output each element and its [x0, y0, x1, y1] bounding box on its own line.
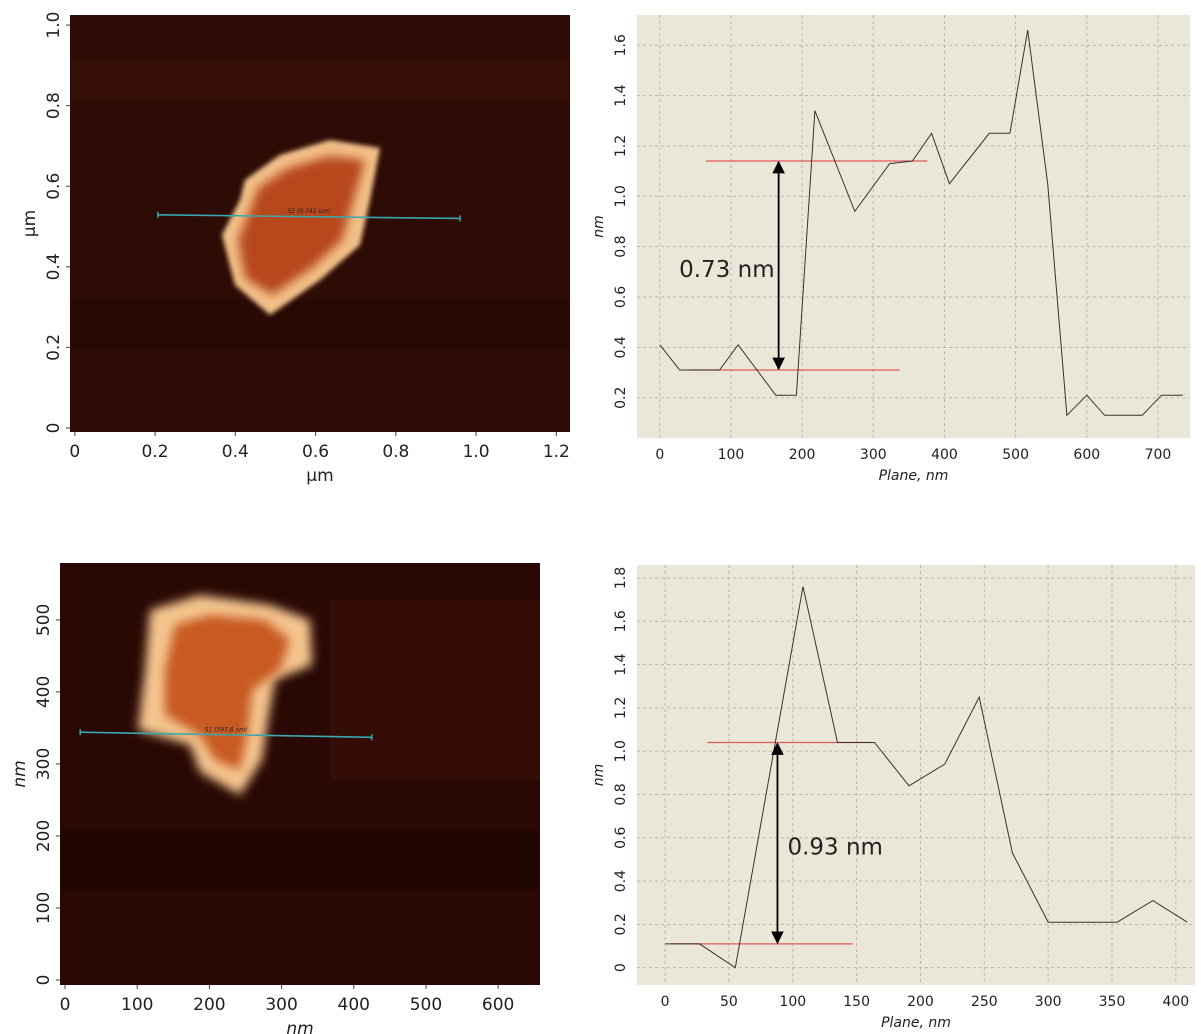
y-axis-label: nm: [591, 215, 607, 238]
x-tick-label: 600: [1073, 447, 1100, 463]
x-tick-label: 100: [718, 447, 745, 463]
x-tick-label: 200: [789, 447, 816, 463]
y-tick-label: 1.0: [613, 740, 629, 762]
x-tick-label: 400: [931, 447, 958, 463]
profile-label: S1 (0.741 um): [287, 208, 330, 215]
x-tick-label: 0: [69, 442, 80, 462]
x-axis-label: Plane, nm: [879, 468, 949, 484]
x-tick-label: 1.0: [463, 442, 490, 462]
afm-image: [70, 15, 570, 432]
x-tick-label: 250: [971, 994, 998, 1010]
y-axis-label: nm: [591, 764, 607, 787]
y-tick-label: 400: [34, 676, 54, 708]
y-tick-label: 1.2: [613, 697, 629, 719]
x-tick-label: 400: [1162, 994, 1189, 1010]
afm-image: [60, 563, 540, 985]
height-annotation: 0.73 nm: [679, 257, 775, 283]
y-tick-label: 0: [44, 423, 64, 434]
y-axis-label: nm: [10, 760, 30, 787]
x-tick-label: 100: [121, 995, 153, 1015]
y-tick-label: 0.6: [613, 286, 629, 308]
y-tick-label: 0.2: [613, 913, 629, 935]
figure: 0 0.2 0.4 0.6 0.8 1.0 1.2 0 0.2 0.4 0.6 0.8 1.0 µm µm S…: [0, 0, 1201, 1034]
x-axis-label: µm: [306, 466, 333, 486]
x-tick-label: 0: [661, 994, 670, 1010]
y-tick-label: 0.4: [613, 336, 629, 358]
y-tick-label: 300: [34, 748, 54, 780]
y-tick-label: 1.6: [613, 34, 629, 56]
x-tick-label: 0.8: [382, 442, 409, 462]
x-tick-label: 200: [193, 995, 225, 1015]
x-axis-label: Plane, nm: [881, 1015, 951, 1031]
y-tick-label: 100: [34, 892, 54, 924]
x-tick-label: 0: [60, 995, 71, 1015]
x-tick-label: 0.4: [222, 442, 249, 462]
y-tick-label: 0: [34, 975, 54, 986]
y-tick-label: 0.2: [613, 387, 629, 409]
x-tick-label: 300: [860, 447, 887, 463]
x-tick-label: 100: [779, 994, 806, 1010]
x-tick-label: 400: [338, 995, 370, 1015]
y-tick-label: 0.8: [613, 236, 629, 258]
y-tick-label: 0.2: [44, 334, 64, 361]
y-tick-label: 1.8: [613, 567, 629, 589]
y-tick-label: 0.4: [44, 253, 64, 280]
y-tick-label: 0.8: [44, 92, 64, 119]
y-tick-label: 0: [613, 963, 629, 972]
x-tick-label: 600: [482, 995, 514, 1015]
y-tick-label: 1.2: [613, 135, 629, 157]
x-tick-label: 200: [907, 994, 934, 1010]
profile-label: S1 (397,6 nm): [205, 726, 248, 733]
x-tick-label: 50: [720, 994, 738, 1010]
x-tick-label: 300: [265, 995, 297, 1015]
x-tick-label: 500: [1002, 447, 1029, 463]
height-annotation: 0.93 nm: [787, 835, 883, 861]
x-tick-label: 700: [1145, 447, 1172, 463]
y-tick-label: 1.6: [613, 610, 629, 632]
x-tick-label: 1.2: [543, 442, 570, 462]
y-tick-label: 0.6: [44, 173, 64, 200]
x-tick-label: 500: [410, 995, 442, 1015]
y-tick-label: 0.4: [613, 870, 629, 892]
x-tick-label: 0.6: [302, 442, 329, 462]
plot-background: [637, 15, 1190, 438]
x-tick-label: 0: [655, 447, 664, 463]
y-tick-label: 1.0: [613, 185, 629, 207]
y-tick-label: 1.4: [613, 84, 629, 106]
x-tick-label: 150: [843, 994, 870, 1010]
x-tick-label: 300: [1035, 994, 1062, 1010]
x-axis-label: nm: [286, 1019, 313, 1034]
y-tick-label: 0.8: [613, 783, 629, 805]
y-tick-label: 0.6: [613, 827, 629, 849]
x-tick-label: 0.2: [142, 442, 169, 462]
y-tick-label: 1.4: [613, 653, 629, 675]
y-axis-label: µm: [20, 210, 40, 237]
y-tick-label: 1.0: [44, 12, 64, 39]
y-tick-label: 200: [34, 820, 54, 852]
y-tick-label: 500: [34, 604, 54, 636]
x-tick-label: 350: [1099, 994, 1126, 1010]
